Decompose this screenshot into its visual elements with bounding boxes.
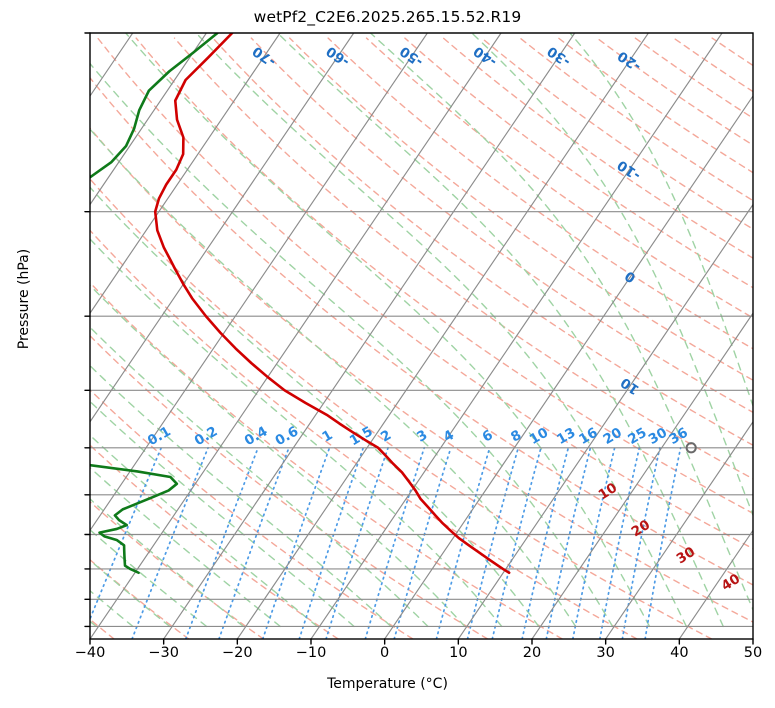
mixing-ratio-label: 0.1	[145, 423, 174, 449]
axes-frame	[84, 32, 754, 645]
isotherm-label: -70	[250, 43, 279, 70]
series-dewpoint-line	[90, 33, 219, 575]
isotherm-label: -20	[615, 47, 644, 74]
isotherms	[90, 33, 753, 639]
x-axis-tick-label: 50	[743, 645, 763, 661]
x-axis-tick-label: −20	[222, 645, 253, 661]
x-axis-tick-label: 20	[522, 645, 542, 661]
x-axis-label: Temperature (°C)	[327, 676, 448, 692]
chart-title: wetPf2_C2E6.2025.265.15.52.R19	[253, 8, 522, 26]
mixing-ratio-label: 0.4	[242, 423, 271, 449]
mixing-ratio-label: 2	[378, 427, 394, 446]
dry-adiabats	[90, 37, 753, 639]
mixing-ratio-label: 20	[601, 425, 625, 448]
mixing-ratio-label: 0.2	[192, 423, 221, 449]
mixing-ratio-label: 13	[554, 425, 578, 448]
parcel-marker	[685, 442, 697, 454]
mixing-ratio-label: 30	[646, 425, 670, 448]
isotherm-label: -10	[615, 157, 644, 184]
x-axis-tick-label: −40	[74, 645, 106, 661]
mixing-ratio-label: 0.6	[273, 423, 302, 449]
x-axis-tick-label: −10	[295, 645, 327, 661]
series-temperature-line	[153, 33, 511, 575]
parcel-markers	[685, 442, 697, 454]
x-axis-tick-label: −30	[148, 645, 179, 661]
dry-adiabat-label: 40	[719, 571, 743, 595]
mixing-ratio-label: 1	[319, 427, 335, 446]
moist-adiabats	[90, 33, 753, 628]
isotherm-label: 10	[618, 374, 643, 398]
isotherm-label: -50	[397, 43, 426, 70]
mixing-ratio-label: 4	[441, 427, 457, 446]
isotherm-label: -60	[323, 43, 352, 70]
x-axis-tick-label: 10	[449, 645, 468, 661]
plot-frame	[89, 32, 754, 640]
isotherm-label: -40	[471, 43, 500, 70]
sounding-traces	[90, 33, 511, 575]
x-axis-tick-label: 0	[380, 645, 390, 661]
mixing-ratio-label: 25	[625, 425, 649, 448]
x-axis-tick-label: 40	[670, 645, 689, 661]
x-axis-tick-label: 30	[596, 645, 615, 661]
mixing-ratio-label: 3	[414, 427, 430, 446]
mixing-ratio-label: 10	[527, 425, 551, 448]
